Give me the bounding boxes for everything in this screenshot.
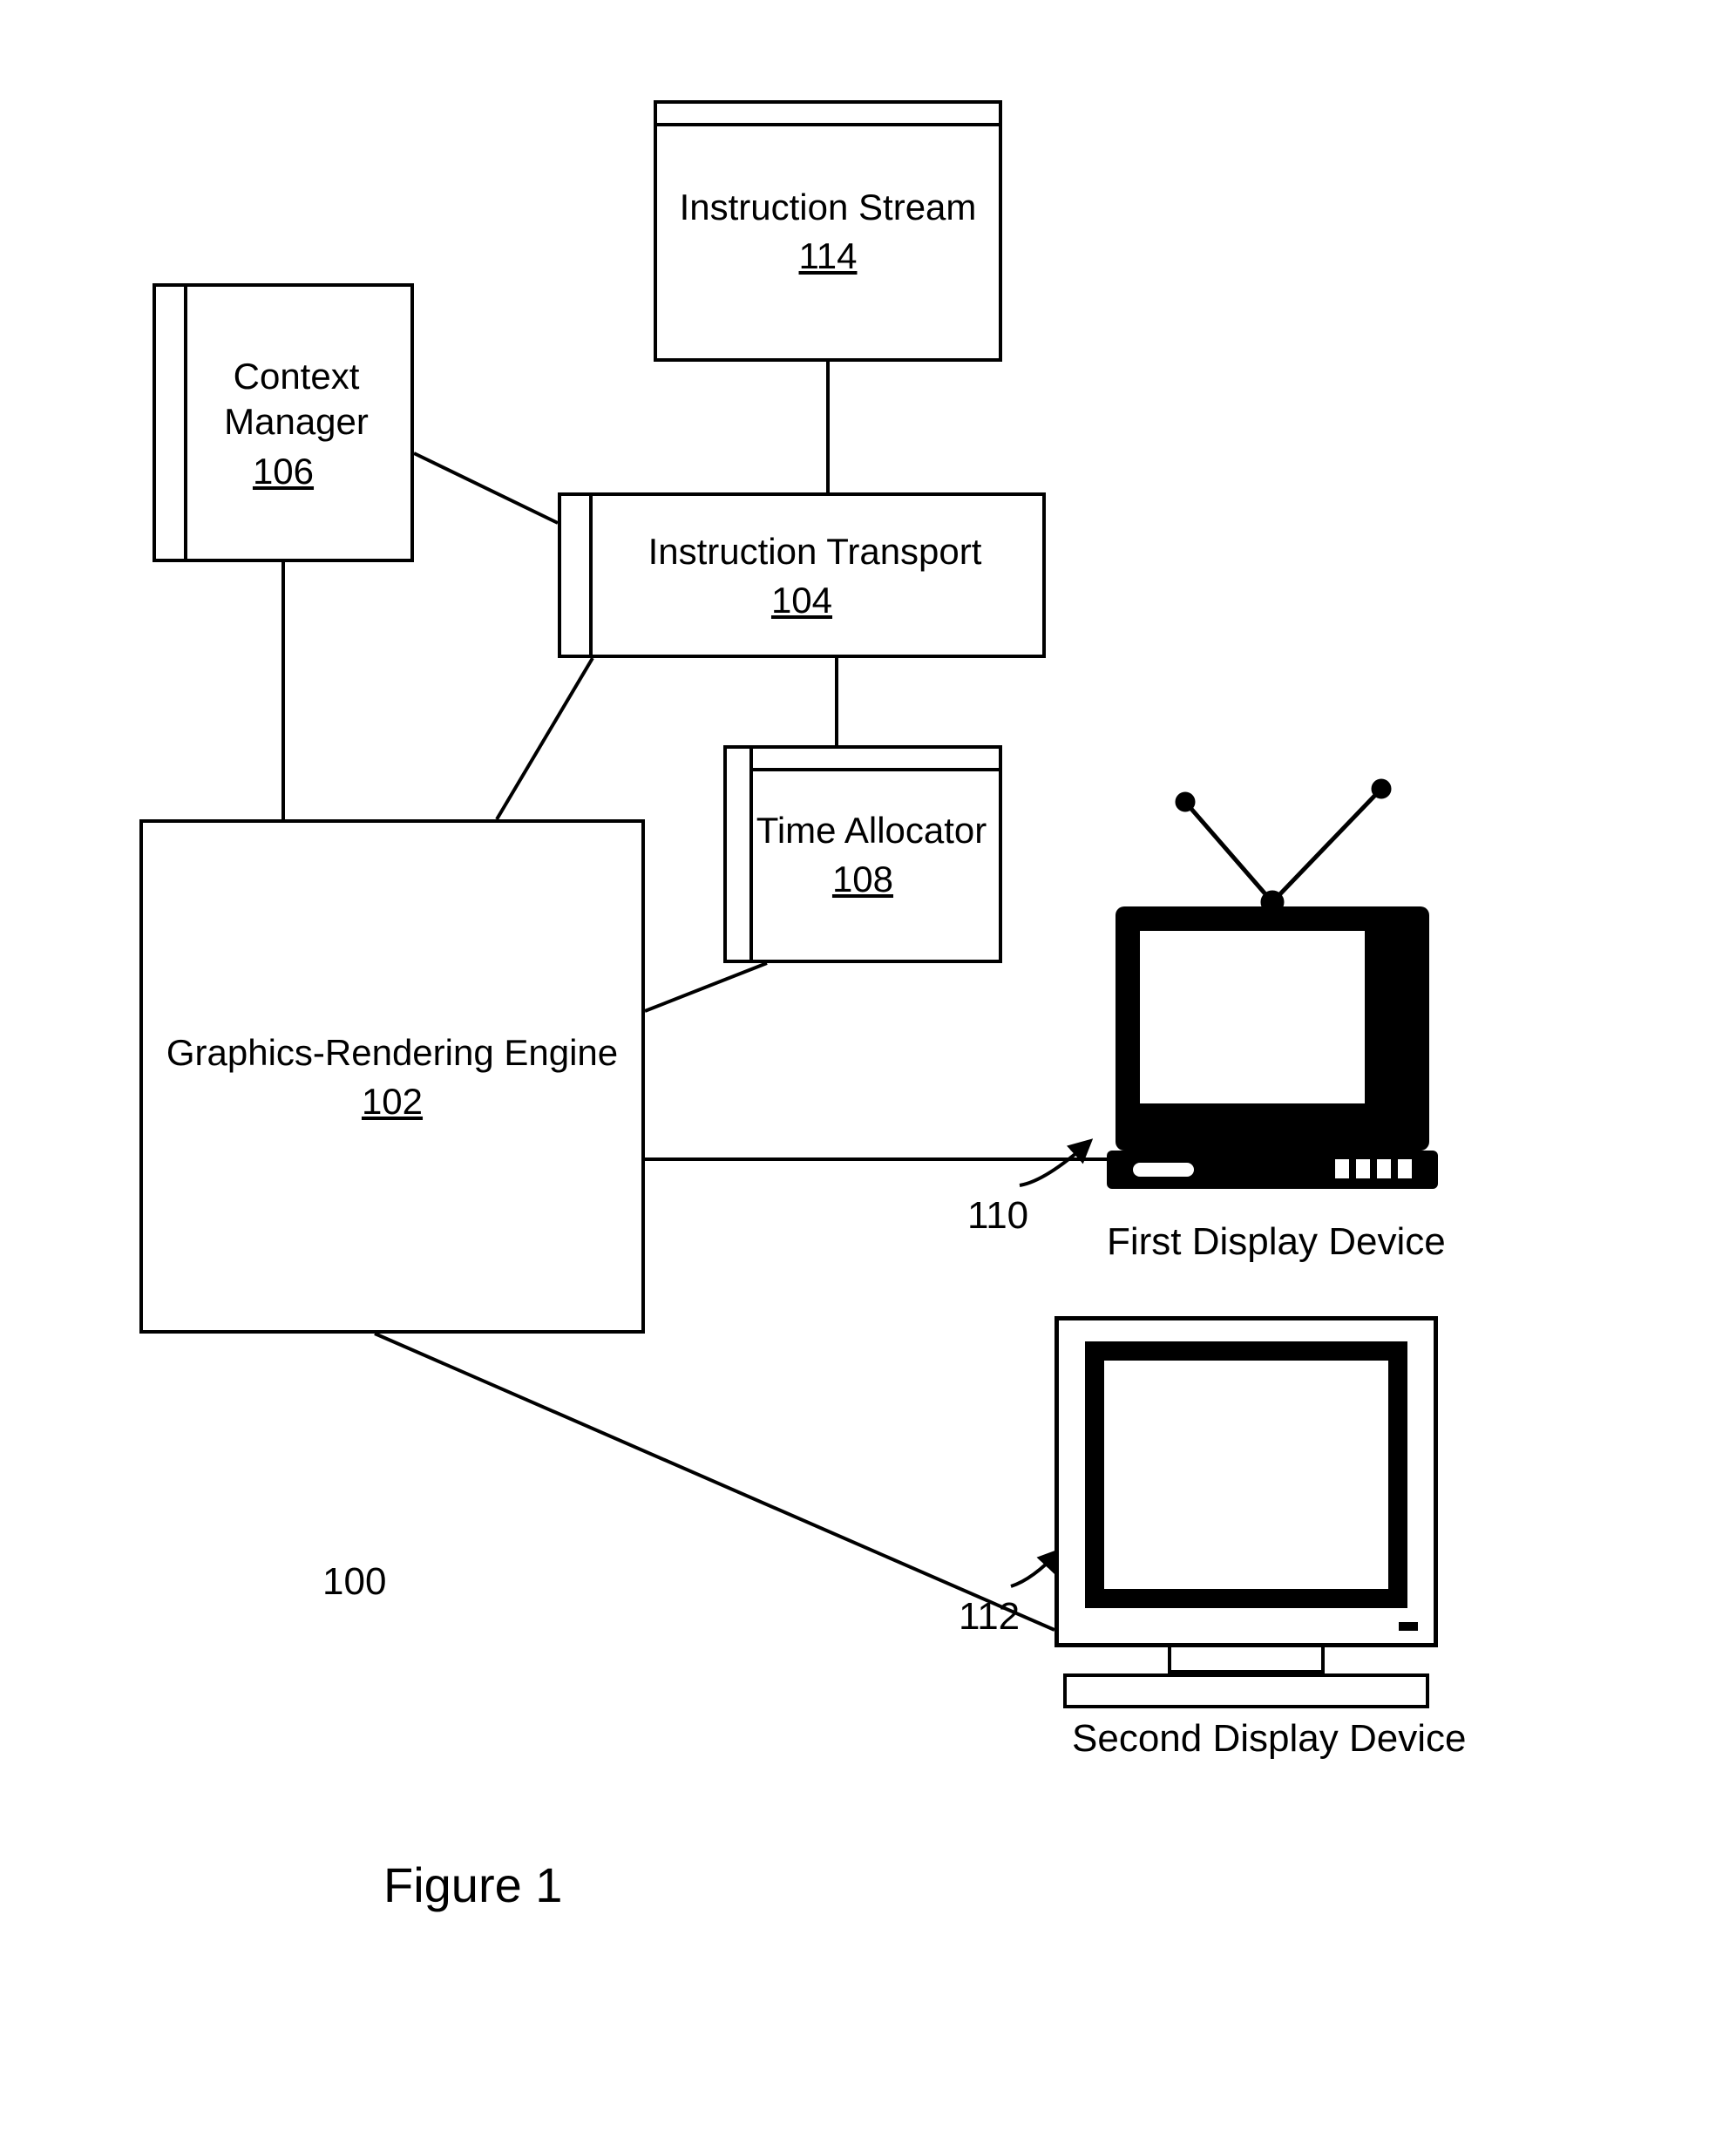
node-graphics-engine: Graphics-Rendering Engine 102 <box>139 819 645 1334</box>
edge-engine-to-second-display <box>375 1334 1054 1630</box>
first-display-label: First Display Device <box>1107 1220 1446 1264</box>
node-ref: 114 <box>799 235 858 277</box>
node-instruction-stream: Instruction Stream 114 <box>654 100 1002 362</box>
tv-antenna-left-tip <box>1177 794 1193 810</box>
figure-title: Figure 1 <box>383 1857 562 1913</box>
node-label: Context Manager <box>156 354 410 445</box>
figure-canvas: Instruction Stream 114 Context Manager 1… <box>0 0 1736 2152</box>
doc-header-bar <box>654 100 1002 126</box>
node-context-manager: Context Manager 106 <box>153 283 414 562</box>
second-display-label: Second Display Device <box>1072 1717 1466 1761</box>
node-instruction-transport: Instruction Transport 104 <box>558 492 1046 658</box>
node-label: Instruction Stream <box>680 185 977 231</box>
first-display-ref: 110 <box>967 1194 1028 1238</box>
doc-side-bar <box>153 283 187 562</box>
first-display-device-icon <box>1116 906 1429 1189</box>
doc-header-bar <box>723 745 1002 771</box>
doc-side-bar <box>723 745 753 963</box>
doc-side-bar <box>558 492 593 658</box>
node-label: Time Allocator <box>739 808 987 854</box>
node-label: Graphics-Rendering Engine <box>166 1030 618 1076</box>
ref-arrow-112 <box>1011 1551 1059 1586</box>
tv-antenna-right <box>1272 789 1381 902</box>
system-ref: 100 <box>322 1560 386 1604</box>
node-ref: 102 <box>362 1081 423 1123</box>
node-ref: 104 <box>771 580 832 621</box>
ref-arrow-110 <box>1020 1142 1089 1185</box>
edge-allocator-to-engine <box>645 963 767 1011</box>
edge-transport-to-engine <box>497 658 593 819</box>
tv-antenna-right-tip <box>1373 781 1389 797</box>
node-label: Instruction Transport <box>622 529 982 575</box>
node-ref: 106 <box>253 451 314 492</box>
second-display-ref: 112 <box>959 1595 1020 1639</box>
node-ref: 108 <box>832 859 893 900</box>
node-time-allocator: Time Allocator 108 <box>723 745 1002 963</box>
edge-context-to-transport <box>414 453 558 523</box>
second-display-device-icon <box>1054 1316 1438 1708</box>
tv-antenna-left <box>1185 802 1272 902</box>
